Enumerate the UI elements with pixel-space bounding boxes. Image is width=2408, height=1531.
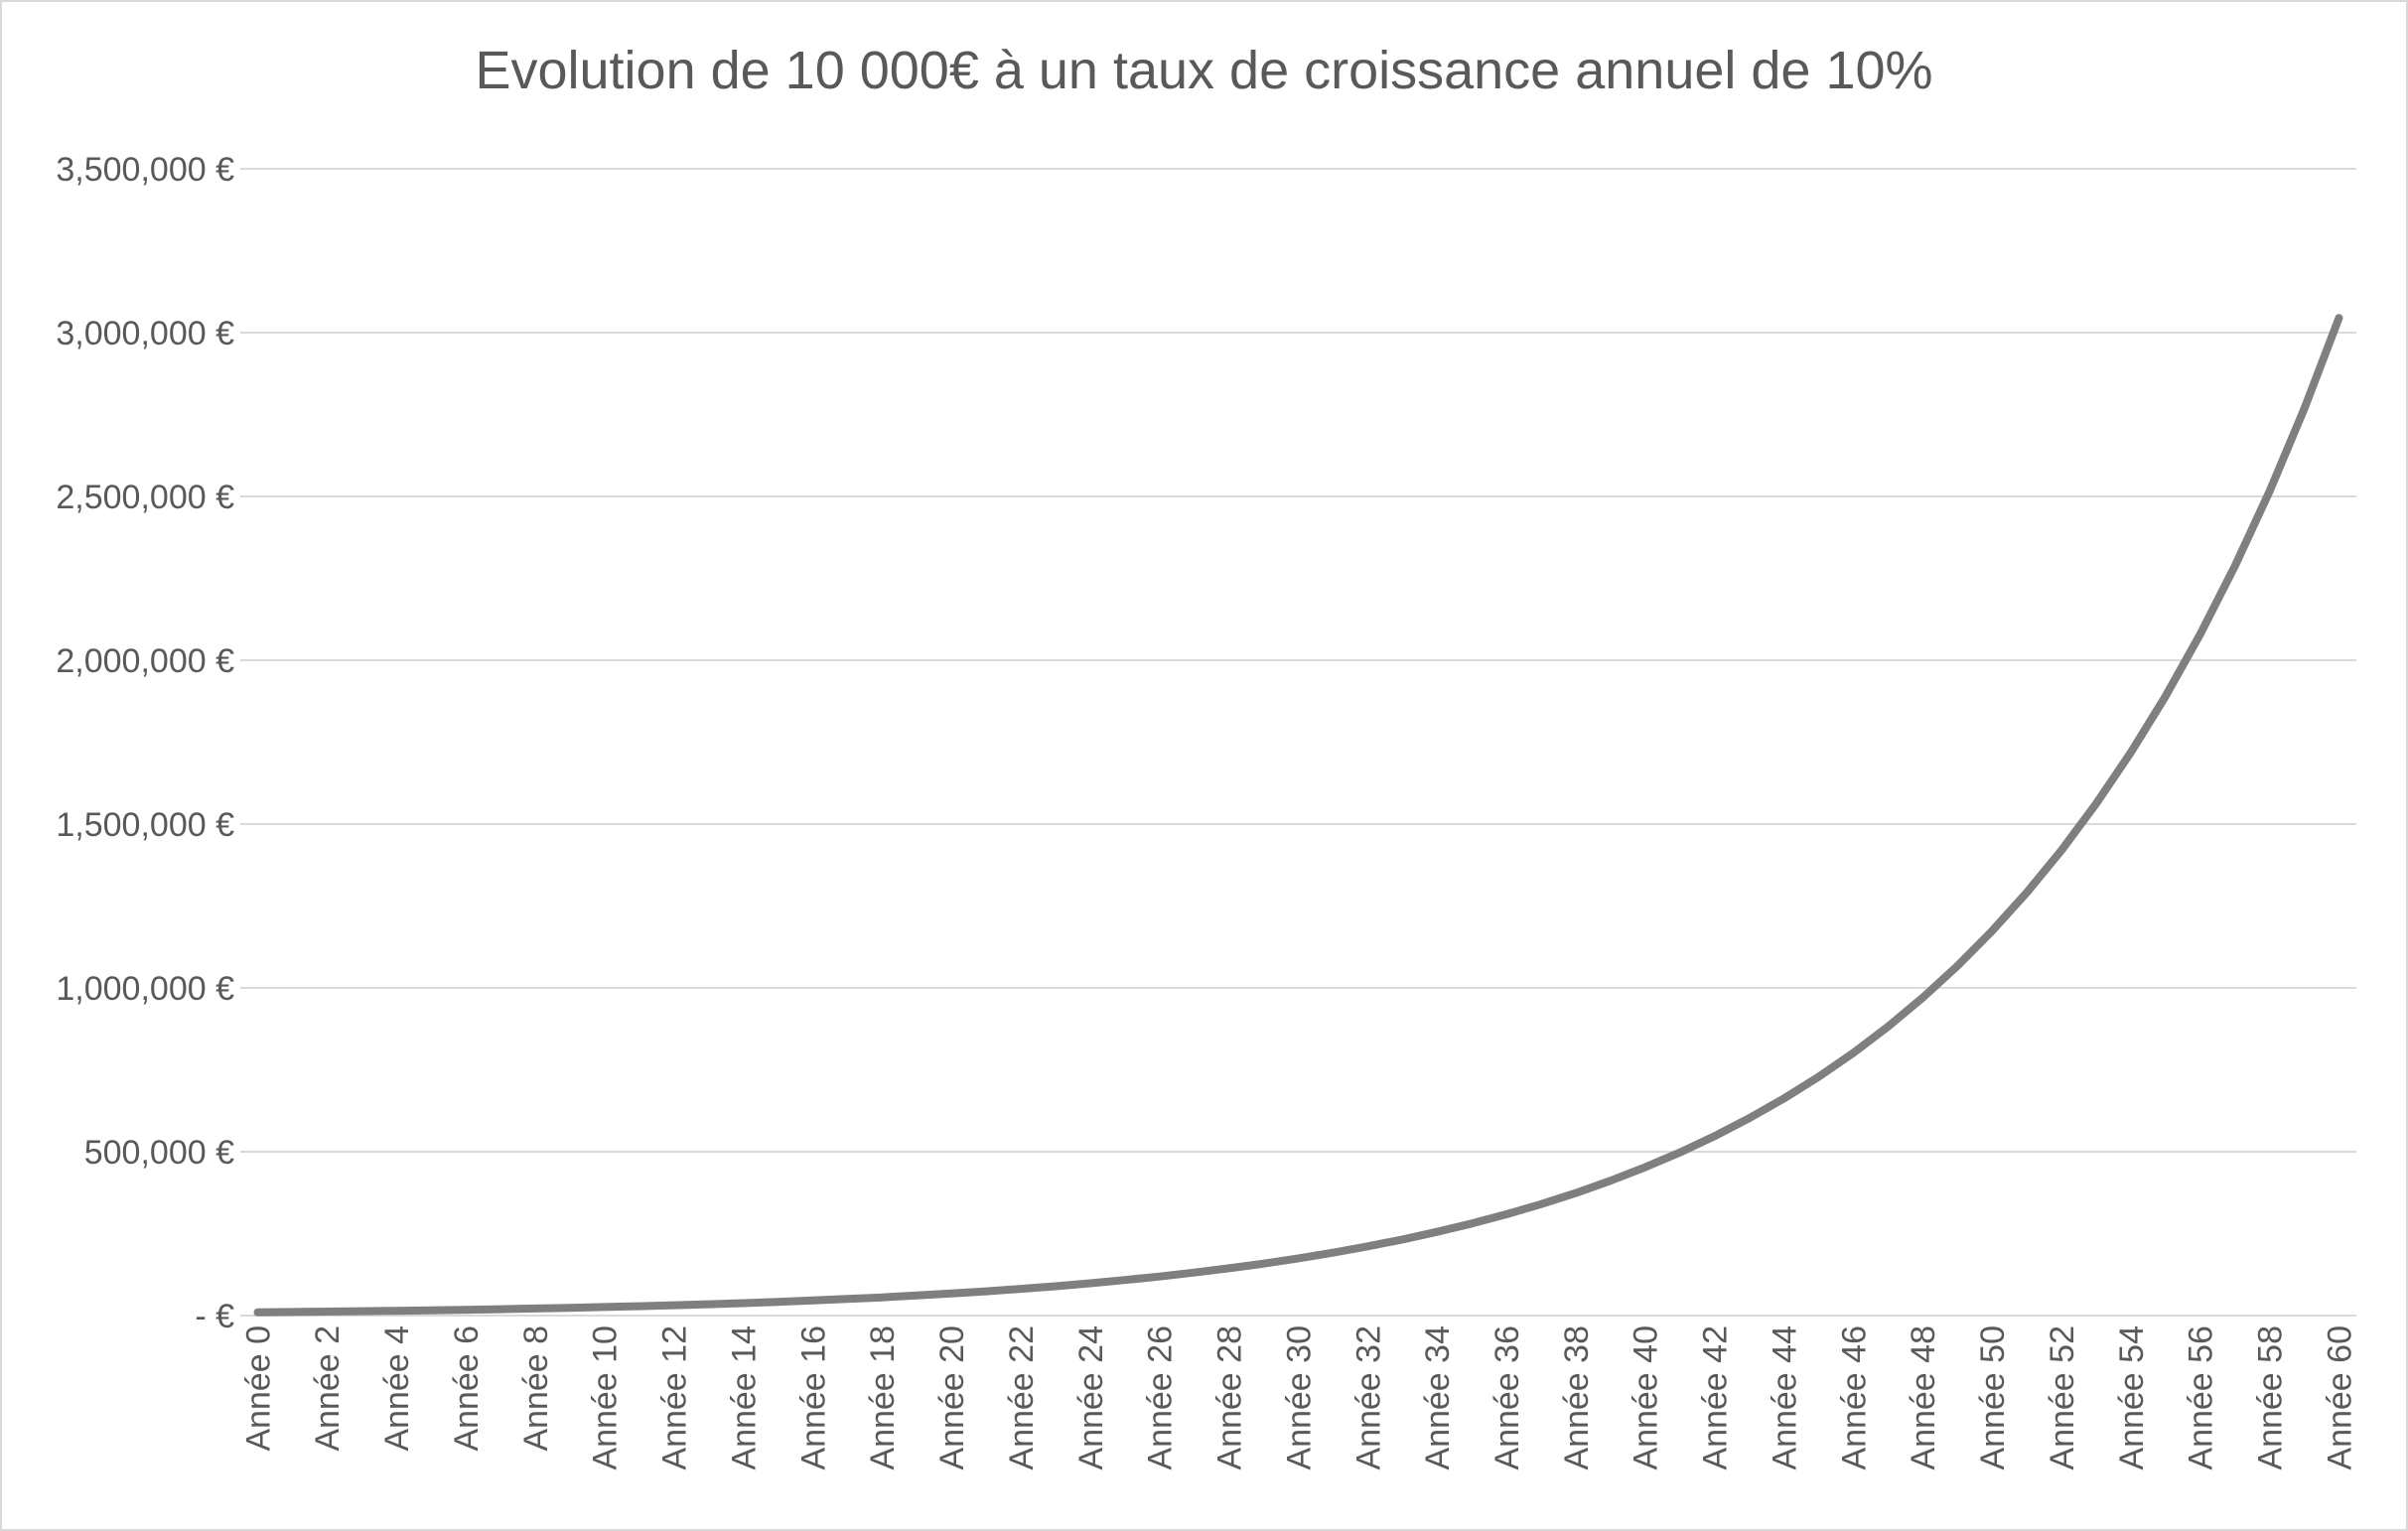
x-tick-label: Année 58 <box>2252 1325 2290 1470</box>
x-tick-label: Année 54 <box>2113 1325 2151 1470</box>
x-tick-label: Année 50 <box>1974 1325 2012 1470</box>
x-tick-label: Année 30 <box>1280 1325 1318 1470</box>
x-tick-label: Année 4 <box>378 1325 416 1452</box>
y-tick-label: 3,500,000 € <box>56 151 234 189</box>
x-axis-tick-labels: Année 0 Année 2 Année 4 Année 6 Année 8 Année… <box>239 1325 2358 1470</box>
x-tick-label: Année 38 <box>1558 1325 1596 1470</box>
x-tick-label: Année 52 <box>2044 1325 2081 1470</box>
x-tick-label: Année 46 <box>1835 1325 1873 1470</box>
chart-title: Evolution de 10 000€ à un taux de croiss… <box>475 41 1933 100</box>
y-tick-label: - € <box>195 1298 234 1335</box>
x-tick-label: Année 28 <box>1211 1325 1249 1470</box>
x-tick-label: Année 14 <box>725 1325 763 1470</box>
x-tick-label: Année 36 <box>1488 1325 1526 1470</box>
x-tick-label: Année 40 <box>1628 1325 1665 1470</box>
y-tick-label: 3,000,000 € <box>56 315 234 352</box>
y-tick-label: 500,000 € <box>84 1134 234 1172</box>
series-layer <box>253 314 2343 1317</box>
y-tick-label: 2,500,000 € <box>56 479 234 516</box>
y-tick-label: 1,500,000 € <box>56 806 234 844</box>
x-tick-label: Année 60 <box>2321 1325 2358 1470</box>
x-tick-label: Année 24 <box>1072 1325 1110 1470</box>
x-tick-label: Année 20 <box>933 1325 971 1470</box>
x-tick-label: Année 56 <box>2183 1325 2220 1470</box>
x-tick-label: Année 10 <box>587 1325 625 1470</box>
x-tick-label: Année 42 <box>1697 1325 1735 1470</box>
x-tick-label: Année 44 <box>1766 1325 1803 1470</box>
x-tick-label: Année 34 <box>1419 1325 1457 1470</box>
x-tick-label: Année 0 <box>239 1325 277 1452</box>
x-tick-label: Année 48 <box>1905 1325 1942 1470</box>
y-tick-label: 2,000,000 € <box>56 642 234 680</box>
y-axis-tick-labels: - € 500,000 € 1,000,000 € 1,500,000 € 2,000,… <box>56 151 234 1335</box>
series-line <box>253 314 2343 1317</box>
x-tick-label: Année 26 <box>1142 1325 1180 1470</box>
x-tick-label: Année 18 <box>864 1325 902 1470</box>
x-tick-label: Année 32 <box>1349 1325 1387 1470</box>
x-tick-label: Année 16 <box>794 1325 832 1470</box>
y-tick-label: 1,000,000 € <box>56 970 234 1008</box>
gridlines <box>240 168 2356 1153</box>
x-tick-label: Année 2 <box>309 1325 347 1452</box>
x-tick-label: Année 22 <box>1003 1325 1041 1470</box>
x-tick-label: Année 12 <box>656 1325 694 1470</box>
x-tick-label: Année 6 <box>448 1325 486 1452</box>
x-tick-label: Année 8 <box>517 1325 555 1452</box>
